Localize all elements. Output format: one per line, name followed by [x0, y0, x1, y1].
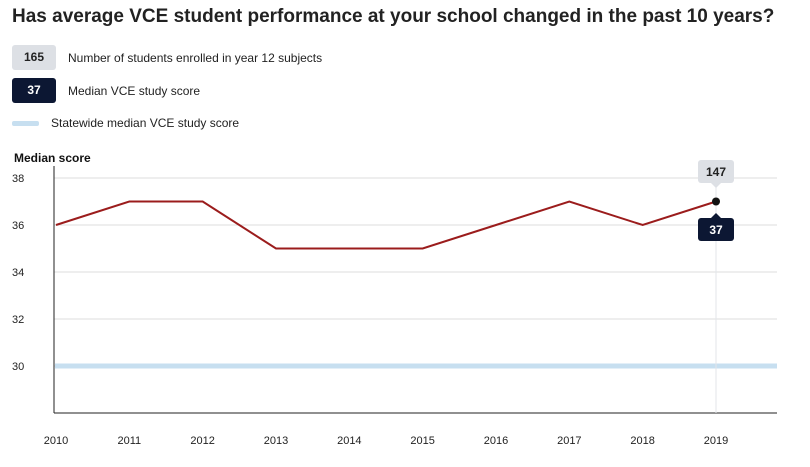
students-badge: 165 [12, 45, 56, 70]
students-callout-box [698, 160, 734, 183]
x-tick-label-2019: 2019 [704, 435, 728, 447]
page-title: Has average VCE student performance at y… [12, 6, 775, 27]
students-callout-value: 147 [706, 165, 726, 179]
x-tick-label-2014: 2014 [337, 435, 361, 447]
score-callout-pointer [711, 213, 721, 218]
x-tick-label-2018: 2018 [630, 435, 654, 447]
x-tick-label-2016: 2016 [484, 435, 508, 447]
highlight-point [712, 197, 720, 206]
y-tick-label-38: 38 [12, 173, 24, 185]
median-score-line [55, 200, 717, 250]
students-legend-label: Number of students enrolled in year 12 s… [68, 50, 323, 65]
statewide-swatch [12, 120, 39, 126]
y-axis-title: Median score [14, 151, 91, 165]
x-tick-label-2012: 2012 [190, 435, 214, 447]
statewide-legend-label: Statewide median VCE study score [51, 116, 240, 130]
x-tick-label-2011: 2011 [118, 435, 142, 447]
legend-statewide: Statewide median VCE study score [12, 116, 239, 130]
score-callout-value: 37 [709, 223, 723, 237]
legend-median: 37 Median VCE study score [12, 78, 200, 103]
x-tick-label-2017: 2017 [557, 435, 581, 447]
legend-students: 165 Number of students enrolled in year … [12, 45, 322, 70]
x-tick-label-2010: 2010 [44, 435, 68, 447]
y-tick-label-36: 36 [12, 220, 24, 232]
y-tick-label-32: 32 [12, 314, 24, 326]
score-callout-box [698, 218, 734, 241]
median-legend-label: Median VCE study score [68, 83, 201, 98]
x-tick-label-2015: 2015 [410, 435, 434, 447]
x-tick-label-2013: 2013 [264, 435, 288, 447]
median-badge: 37 [12, 78, 56, 103]
y-tick-label-34: 34 [12, 267, 24, 279]
y-tick-label-30: 30 [12, 361, 24, 373]
students-callout-pointer [711, 183, 721, 188]
